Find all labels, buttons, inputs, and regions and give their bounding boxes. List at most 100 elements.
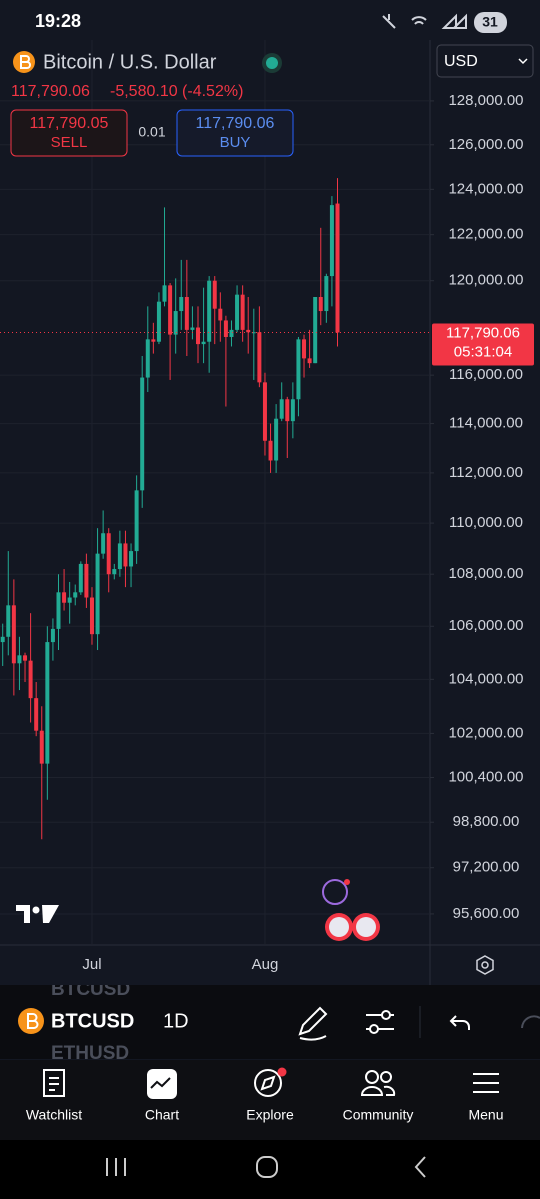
redo-icon[interactable] [521,1015,540,1029]
candle-body [184,296,189,330]
coin-glyph [27,1013,39,1029]
toolbar [0,985,540,1059]
candle-body [274,418,279,461]
currency-select[interactable] [436,44,534,78]
y-tick-label: 114,000.00 [449,415,523,432]
candle-body [73,592,78,598]
event-flag-inner [356,917,376,937]
sell-button[interactable] [10,109,128,157]
y-tick-label: 108,000.00 [448,565,523,582]
y-tick-label: 95,600.00 [453,905,520,922]
last-price-box [432,323,534,366]
community-icon[interactable] [365,1070,379,1084]
event-dot [344,879,350,885]
candle-body [95,553,100,635]
candle-body [17,655,22,664]
settings-icon[interactable] [476,955,494,975]
candle-body [101,533,106,554]
symbol[interactable]: BTCUSD [51,1010,134,1032]
candle-body [112,569,117,575]
y-tick-label: 112,000.00 [449,464,523,481]
candle-body [123,543,128,567]
candle-body [134,490,139,552]
buy-label: BUY [220,134,251,151]
sell-label: SELL [51,134,88,151]
candle-body [11,605,16,664]
countdown: 05:31:04 [454,343,512,360]
candle-body [39,730,44,764]
recents-button[interactable] [106,1158,126,1176]
candle-body [207,280,212,342]
buy-button[interactable] [176,109,294,157]
candle-body [129,551,134,567]
battery-level: 31 [482,14,498,30]
nav-label[interactable]: Explore [246,1107,294,1123]
y-tick-label: 120,000.00 [448,272,523,289]
event-icon[interactable] [322,879,348,905]
y-tick-label: 128,000.00 [448,92,523,109]
draw-icon[interactable] [298,1006,328,1041]
candle-body [23,655,28,661]
candle-body [218,308,223,321]
battery [474,12,507,33]
candle-body [78,563,83,593]
nav-label[interactable]: Community [343,1107,414,1123]
candle-body [313,296,318,364]
price: 117,790.06 [11,83,90,100]
candle-body [151,339,156,342]
home-button[interactable] [256,1156,278,1178]
menu-icon[interactable] [473,1073,499,1093]
y-tick-label: 106,000.00 [448,617,523,634]
candle-body [162,285,167,302]
candle-body [89,597,94,635]
nav-labels: Watchlist Chart Explore Community Menu [26,1107,504,1123]
back-button[interactable] [414,1156,426,1178]
chart-icon[interactable] [147,1069,177,1099]
candle-body [45,642,50,764]
candle-body [28,660,33,699]
y-tick-label: 97,200.00 [453,859,520,876]
nav-label[interactable]: Watchlist [26,1107,82,1123]
interval[interactable]: 1D [163,1010,189,1032]
symbol-title[interactable]: Bitcoin / U.S. Dollar [43,51,217,73]
candle-body [324,276,329,312]
explore-icon[interactable] [254,1069,282,1097]
candle-body [117,543,122,570]
settings-icon-center [481,961,489,969]
candle-body [296,339,301,400]
candle-body [262,382,267,441]
candle-body [235,294,240,330]
y-tick-label: 122,000.00 [448,226,523,243]
candle-body [240,294,245,330]
candle-body [251,332,256,334]
candle-body [229,329,234,337]
clock: 19:28 [35,11,81,31]
indicators-knob [369,1024,379,1034]
y-tick-label: 104,000.00 [448,670,523,687]
undo-icon[interactable] [449,1015,470,1030]
nav-label[interactable]: Chart [145,1107,179,1123]
candle-body [190,327,195,330]
last-price-label: 117,790.06 [446,324,520,341]
community-icon [380,1071,392,1083]
x-tick-label: Aug [252,956,279,973]
candle-body [168,285,173,335]
candle-body [223,320,228,337]
chart-icon-line [150,1077,171,1089]
bottom-nav [0,1060,540,1140]
tv-logo [16,905,59,923]
next-symbol: ETHUSD [51,1043,129,1064]
y-tick-label: 98,800.00 [453,813,520,830]
market-status-dot [266,57,278,69]
candle-body [212,280,217,309]
candle-body [302,339,307,359]
candle-body [179,296,184,312]
candle-body [285,399,290,422]
nav-label[interactable]: Menu [468,1107,503,1123]
explore-needle [260,1075,276,1091]
candle-body [329,205,334,277]
watchlist-icon[interactable] [43,1069,65,1097]
y-tick-label: 100,400.00 [448,768,523,785]
